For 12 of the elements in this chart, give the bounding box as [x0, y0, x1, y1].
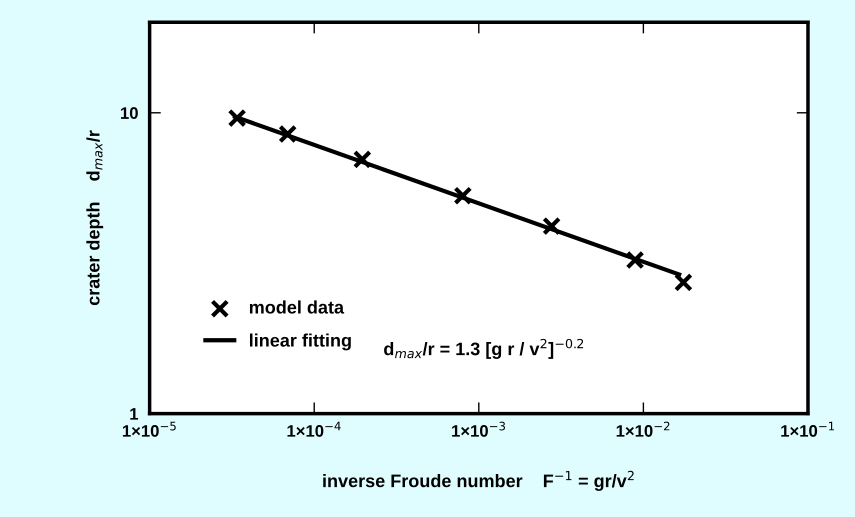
x-axis-title: inverse Froude number F$^{−1}$ = gr/v$^{2}$	[323, 470, 634, 491]
legend-label: linear fitting	[250, 333, 351, 350]
y-tick-label: 10	[121, 107, 138, 119]
x-tick-label: 1×10$^{−4}$	[288, 422, 341, 437]
x-tick-label: 1×10$^{−2}$	[616, 422, 670, 437]
x-tick-label: 1×10$^{−5}$	[122, 422, 176, 437]
y-axis-title: crater depth d$_{max}$/r	[86, 130, 104, 306]
y-tick-label: 1	[130, 408, 138, 420]
x-tick-label: 1×10$^{−1}$	[781, 422, 834, 437]
annotation: d$_{max}$/r = 1.3 [g r / v$^{2}$]$^{−0.2}$	[384, 338, 584, 359]
legend-label: model data	[250, 300, 344, 314]
x-tick-label: 1×10$^{−3}$	[452, 422, 506, 437]
